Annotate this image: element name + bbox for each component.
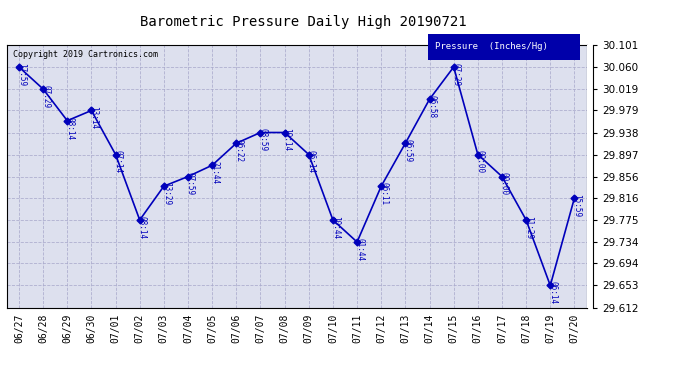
- Text: 07:59: 07:59: [186, 172, 195, 195]
- Text: 08:59: 08:59: [259, 128, 268, 152]
- Text: 06:22: 06:22: [235, 139, 244, 162]
- Text: 01:44: 01:44: [355, 238, 364, 261]
- Text: 06:59: 06:59: [404, 139, 413, 162]
- Text: 00:00: 00:00: [476, 150, 485, 174]
- Text: 06:14: 06:14: [307, 150, 316, 174]
- Text: 07:29: 07:29: [452, 63, 461, 86]
- Text: 17:59: 17:59: [17, 63, 26, 86]
- Text: 10:44: 10:44: [331, 216, 340, 239]
- Text: Pressure  (Inches/Hg): Pressure (Inches/Hg): [435, 42, 549, 51]
- Text: 15:59: 15:59: [573, 194, 582, 217]
- Text: Barometric Pressure Daily High 20190721: Barometric Pressure Daily High 20190721: [140, 15, 467, 29]
- Text: 06:14: 06:14: [549, 281, 558, 304]
- Text: 07:14: 07:14: [114, 150, 123, 174]
- Text: 08:14: 08:14: [138, 216, 147, 239]
- Text: 13:14: 13:14: [90, 106, 99, 129]
- Text: 11:29: 11:29: [524, 216, 533, 239]
- Text: 06:58: 06:58: [428, 95, 437, 118]
- Text: 08:14: 08:14: [66, 117, 75, 140]
- Text: 06:11: 06:11: [380, 182, 388, 205]
- Text: 21:44: 21:44: [210, 161, 219, 184]
- Text: Copyright 2019 Cartronics.com: Copyright 2019 Cartronics.com: [12, 50, 158, 59]
- Text: 00:00: 00:00: [500, 172, 509, 195]
- Text: 13:29: 13:29: [162, 182, 171, 205]
- Text: 10:14: 10:14: [283, 128, 292, 152]
- Text: 07:29: 07:29: [41, 85, 50, 108]
